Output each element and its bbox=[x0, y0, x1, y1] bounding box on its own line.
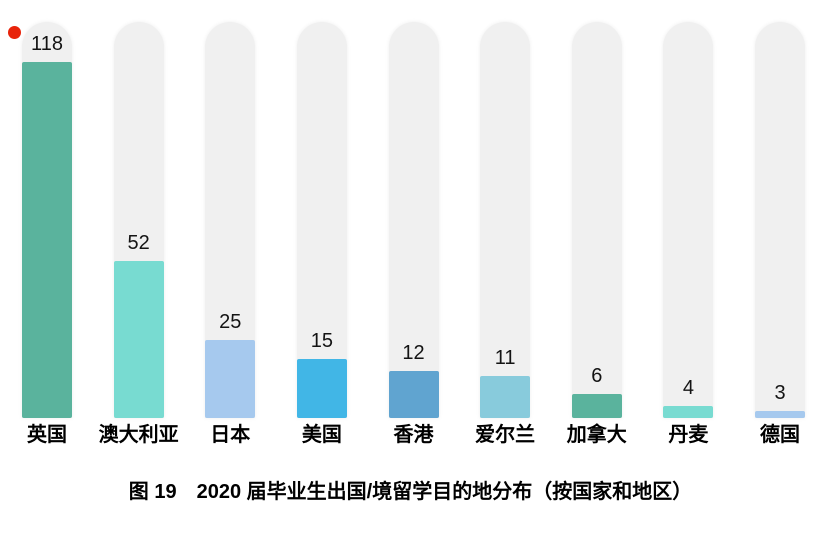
bar-value-label: 12 bbox=[402, 342, 425, 364]
bar-value-label: 6 bbox=[591, 365, 603, 387]
bar-track bbox=[296, 22, 347, 418]
bar-column: 6 加拿大 bbox=[567, 22, 627, 446]
bar-column: 52 澳大利亚 bbox=[99, 22, 179, 446]
bar-value-label: 11 bbox=[494, 347, 516, 369]
bar-fill bbox=[571, 394, 622, 418]
bar-category-label: 加拿大 bbox=[566, 424, 627, 446]
red-marker-dot bbox=[8, 26, 21, 39]
bar-value-label: 15 bbox=[310, 330, 333, 352]
bar-value-label: 4 bbox=[682, 377, 694, 399]
bar-track bbox=[205, 22, 256, 418]
bar-value-label: 52 bbox=[127, 232, 150, 254]
bar-fill bbox=[205, 340, 256, 418]
bar-column: 12 香港 bbox=[388, 22, 439, 446]
bar-fill bbox=[755, 411, 805, 418]
bar-category-label: 香港 bbox=[393, 424, 434, 446]
page: { "marker": { "color": "#e8230a" }, "cha… bbox=[0, 22, 821, 544]
bar-category-label: 爱尔兰 bbox=[475, 424, 536, 446]
bar-column: 4 丹麦 bbox=[663, 22, 714, 446]
bar-column: 11 爱尔兰 bbox=[475, 22, 535, 446]
bar-value-label: 118 bbox=[31, 33, 63, 55]
bar-fill bbox=[22, 62, 72, 418]
bar-column: 15 美国 bbox=[296, 22, 347, 446]
bar-track bbox=[113, 22, 164, 418]
bar-track bbox=[22, 22, 72, 418]
bar-value-label: 3 bbox=[774, 382, 786, 404]
chart-caption: 图 19 2020 届毕业生出国/境留学目的地分布（按国家和地区） bbox=[128, 481, 693, 503]
bar-track bbox=[755, 22, 805, 418]
bar-column: 3 德国 bbox=[755, 22, 805, 446]
bar-chart: 118 英国 52 澳大利亚 25 日本 15 美国 12 香港 11 爱尔兰 6 加拿大 4 丹麦 3 德国 bbox=[0, 22, 821, 446]
bar-fill bbox=[296, 359, 347, 418]
bar-category-label: 日本 bbox=[210, 424, 251, 446]
bar-category-label: 澳大利亚 bbox=[98, 424, 179, 446]
bar-category-label: 美国 bbox=[301, 424, 342, 446]
bar-fill bbox=[388, 371, 439, 418]
bar-value-label: 25 bbox=[219, 311, 242, 333]
bar-track bbox=[388, 22, 439, 418]
bar-fill bbox=[480, 376, 531, 418]
bar-category-label: 德国 bbox=[760, 424, 800, 446]
bar-fill bbox=[663, 406, 714, 418]
bar-fill bbox=[113, 261, 164, 418]
bar-category-label: 丹麦 bbox=[668, 424, 709, 446]
bar-track bbox=[663, 22, 714, 418]
bar-column: 118 英国 bbox=[22, 22, 72, 446]
bar-track bbox=[480, 22, 531, 418]
bar-category-label: 英国 bbox=[27, 424, 67, 446]
bar-column: 25 日本 bbox=[205, 22, 256, 446]
bar-track bbox=[571, 22, 622, 418]
